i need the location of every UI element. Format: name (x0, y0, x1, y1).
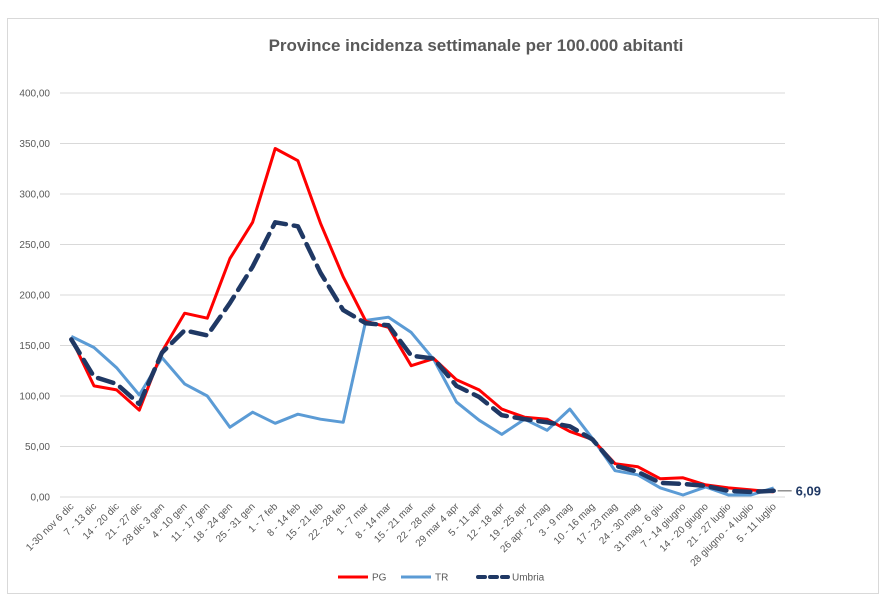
y-tick-label: 250,00 (19, 240, 50, 251)
y-tick-label: 400,00 (19, 89, 50, 100)
y-tick-label: 0,00 (31, 493, 51, 504)
series-line-tr (70, 315, 775, 497)
legend-label-tr: TR (435, 573, 448, 584)
series-layer (69, 147, 776, 497)
annotation-layer: 6,09 (777, 483, 821, 498)
legend-label-umbria: Umbria (512, 573, 545, 584)
legend-label-pg: PG (372, 573, 387, 584)
y-tick-label: 150,00 (19, 341, 50, 352)
grid-layer (60, 92, 785, 498)
y-tick-label: 50,00 (25, 442, 50, 453)
legend: PG TR Umbria (338, 573, 545, 584)
chart-svg: Province incidenza settimanale per 100.0… (19, 36, 821, 584)
series-line-pg (69, 147, 774, 494)
y-tick-label: 100,00 (19, 392, 50, 403)
chart-title: Province incidenza settimanale per 100.0… (269, 36, 684, 55)
y-axis-tick-labels: 0,00 50,00 100,00 150,00 200,00 250,00 300,00 3… (19, 89, 50, 504)
series-line-umbria (69, 220, 776, 495)
y-tick-label: 350,00 (19, 139, 50, 150)
y-tick-label: 200,00 (19, 291, 50, 302)
chart-frame: Province incidenza settimanale per 100.0… (7, 18, 879, 594)
y-tick-label: 300,00 (19, 190, 50, 201)
annotation-label: 6,09 (796, 483, 821, 498)
